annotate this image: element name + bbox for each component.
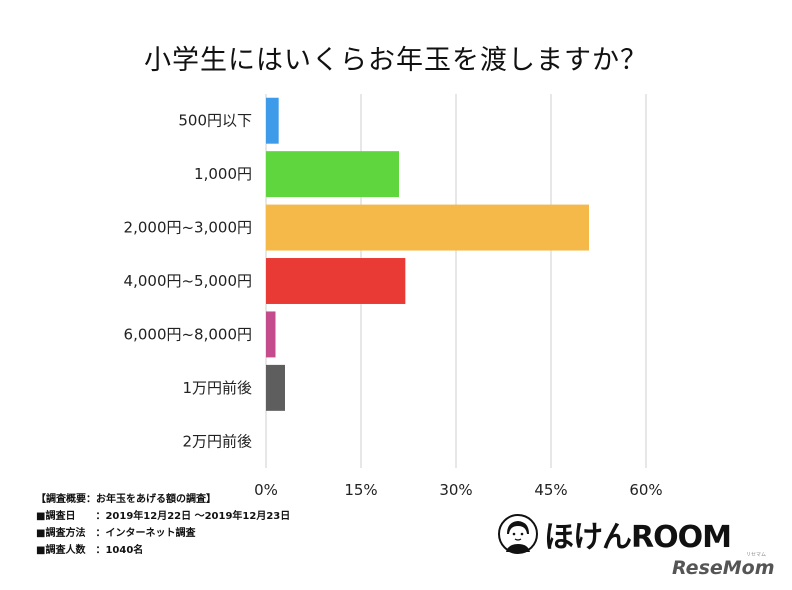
bar: [266, 97, 279, 144]
survey-note-method: ■調査方法 ：インターネット調査: [36, 528, 196, 539]
bar: [266, 311, 276, 358]
bar: [266, 151, 399, 198]
bar: [266, 204, 589, 251]
person-avatar-icon: [498, 514, 538, 554]
category-label: 1万円前後: [182, 379, 252, 397]
survey-note-count: ■調査人数 ：1040名: [36, 545, 144, 556]
x-tick-label: 15%: [344, 481, 377, 499]
survey-note-date: ■調査日 ：2019年12月22日 〜2019年12月23日: [36, 511, 291, 522]
survey-notes: 【調査概要：お年玉をあげる額の調査】 ■調査日 ：2019年12月22日 〜20…: [36, 491, 290, 559]
x-tick-label: 0%: [254, 481, 278, 499]
bar: [266, 258, 406, 304]
bar: [266, 364, 285, 411]
category-labels: 500円以下 1,000円 2,000円~3,000円 4,000円~5,000円 6,…: [124, 112, 252, 451]
category-label: 4,000円~5,000円: [124, 272, 252, 290]
x-tick-label: 30%: [439, 481, 472, 499]
category-label: 500円以下: [178, 112, 252, 130]
x-tick-label: 60%: [629, 481, 662, 499]
resemom-kana: リセマム: [746, 552, 767, 558]
chart-title: 小学生にはいくらお年玉を渡しますか？: [144, 45, 648, 76]
category-label: 1,000円: [194, 165, 252, 183]
x-tick-labels: 0% 15% 30% 45% 60%: [254, 481, 663, 499]
hoken-room-wordmark: ほけんROOM: [544, 520, 732, 555]
bars: [266, 97, 589, 411]
hoken-room-logo: ほけんROOM: [498, 512, 732, 556]
category-label: 2,000円~3,000円: [124, 219, 252, 237]
resemom-logo: ReseMom: [672, 557, 775, 579]
category-label: 2万円前後: [182, 432, 252, 450]
category-label: 6,000円~8,000円: [124, 325, 252, 343]
survey-note-heading: 【調査概要：お年玉をあげる額の調査】: [36, 494, 216, 505]
x-tick-label: 45%: [534, 481, 567, 499]
